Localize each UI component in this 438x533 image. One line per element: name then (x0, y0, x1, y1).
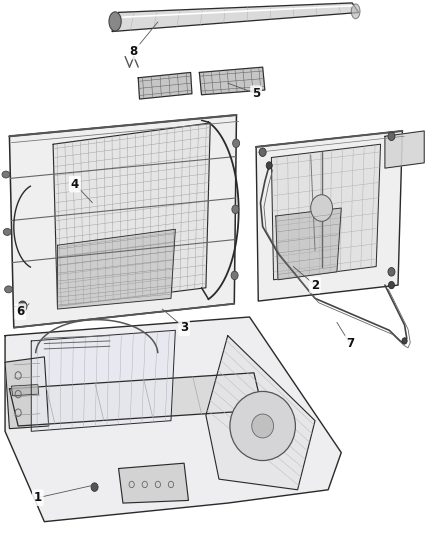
Polygon shape (5, 357, 49, 429)
Polygon shape (256, 131, 403, 301)
Text: 4: 4 (71, 177, 79, 191)
Polygon shape (5, 317, 341, 522)
Polygon shape (10, 115, 237, 328)
Text: 6: 6 (16, 305, 25, 318)
Circle shape (232, 205, 239, 214)
Circle shape (389, 281, 395, 289)
Text: 3: 3 (180, 321, 188, 334)
Ellipse shape (4, 229, 11, 236)
Polygon shape (138, 72, 192, 99)
Circle shape (388, 268, 395, 276)
Ellipse shape (230, 391, 295, 461)
Ellipse shape (252, 414, 274, 438)
Circle shape (388, 132, 395, 141)
Polygon shape (385, 131, 424, 168)
Polygon shape (10, 373, 263, 426)
Circle shape (231, 271, 238, 280)
Text: 8: 8 (130, 45, 138, 58)
Polygon shape (112, 3, 359, 31)
Ellipse shape (2, 171, 10, 178)
Polygon shape (53, 123, 210, 306)
Circle shape (266, 162, 272, 169)
Circle shape (311, 195, 332, 221)
Ellipse shape (109, 12, 121, 31)
Polygon shape (31, 330, 175, 431)
Circle shape (91, 483, 98, 491)
Polygon shape (119, 463, 188, 503)
Circle shape (402, 338, 407, 344)
Text: 2: 2 (311, 279, 319, 292)
Polygon shape (12, 384, 39, 395)
Text: 5: 5 (252, 87, 260, 100)
Circle shape (259, 148, 266, 157)
Ellipse shape (5, 286, 12, 293)
Circle shape (18, 301, 27, 312)
Circle shape (233, 139, 240, 148)
Polygon shape (276, 208, 341, 280)
Ellipse shape (351, 4, 360, 19)
Polygon shape (199, 67, 265, 95)
Polygon shape (272, 144, 381, 280)
Polygon shape (206, 336, 315, 490)
Text: 7: 7 (346, 337, 354, 350)
Text: 1: 1 (34, 491, 42, 504)
Polygon shape (57, 229, 175, 309)
